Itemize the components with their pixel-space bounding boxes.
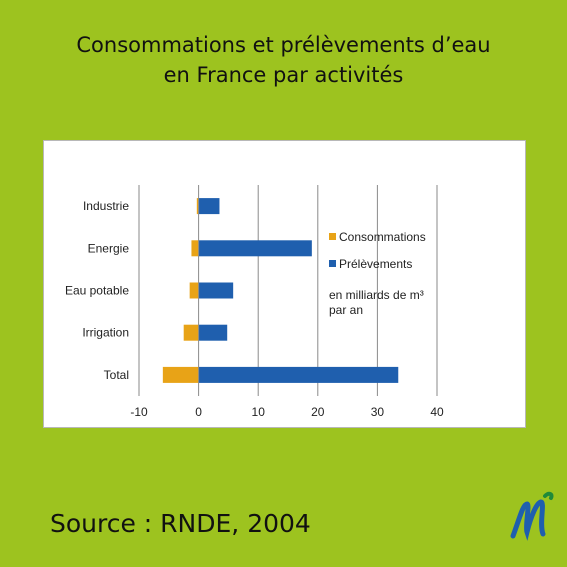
category-label: Industrie — [83, 199, 129, 213]
bar-consommations — [162, 366, 199, 383]
x-tick-label: 0 — [195, 405, 202, 419]
legend-label: Prélèvements — [339, 257, 412, 271]
x-tick-label: 30 — [371, 405, 385, 419]
x-tick-label: 20 — [311, 405, 325, 419]
x-tick-label: -10 — [130, 405, 148, 419]
bar-prelevements — [198, 366, 399, 383]
bar-prelevements — [198, 198, 220, 215]
chart-title-line-1: Consommations et prélèvements d’eau — [76, 33, 491, 57]
units-annotation: par an — [329, 303, 363, 317]
x-tick-label: 10 — [252, 405, 266, 419]
bar-chart: Industrie Energie Eau potable Irrigation Tot… — [65, 185, 444, 419]
x-tick-label: 40 — [430, 405, 444, 419]
bar-prelevements — [198, 282, 234, 299]
category-label: Irrigation — [82, 326, 129, 340]
legend-label: Consommations — [339, 230, 426, 244]
bar-prelevements — [198, 240, 312, 257]
chart-title-line-2: en France par activités — [163, 63, 404, 87]
units-annotation: en milliards de m³ — [329, 288, 424, 302]
legend-swatch — [329, 233, 336, 240]
bar-consommations — [189, 282, 199, 299]
category-label: Total — [104, 368, 129, 382]
category-label: Energie — [88, 241, 130, 255]
bar-consommations — [183, 324, 199, 341]
bar-prelevements — [198, 324, 228, 341]
bar-consommations — [196, 198, 199, 215]
bar-consommations — [191, 240, 199, 257]
chart-panel: Industrie Energie Eau potable Irrigation Tot… — [43, 140, 526, 428]
category-label: Eau potable — [65, 284, 129, 298]
stylized-m-logo-icon — [510, 491, 554, 541]
legend-swatch — [329, 260, 336, 267]
source-caption: Source : RNDE, 2004 — [50, 509, 311, 538]
